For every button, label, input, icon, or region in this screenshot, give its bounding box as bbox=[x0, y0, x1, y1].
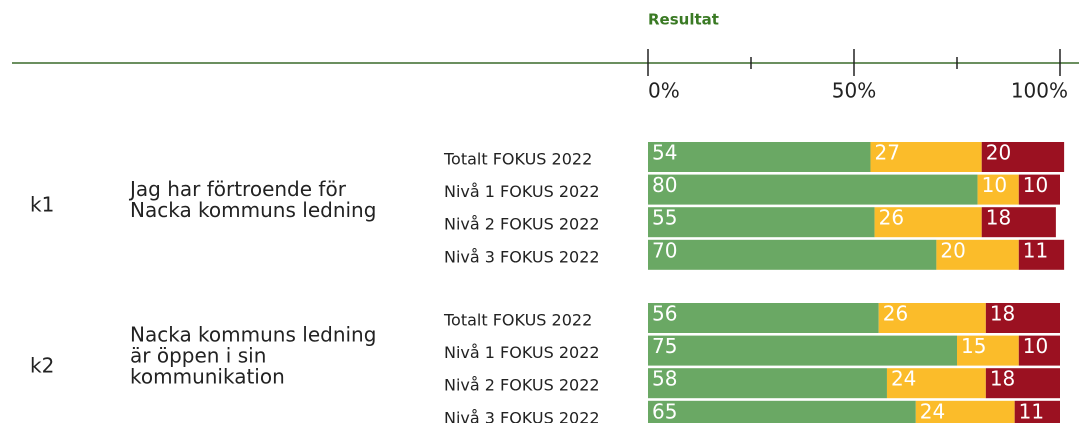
bar-segment bbox=[648, 400, 916, 423]
bar-segment bbox=[648, 335, 957, 366]
row-label: Totalt FOKUS 2022 bbox=[443, 311, 592, 330]
row-label: Nivå 3 FOKUS 2022 bbox=[444, 247, 600, 266]
x-tick-label: 50% bbox=[832, 79, 876, 103]
bar-segment bbox=[985, 368, 1060, 399]
value-label: 10 bbox=[982, 173, 1007, 197]
value-label: 26 bbox=[879, 206, 904, 230]
value-label: 18 bbox=[986, 206, 1011, 230]
value-label: 24 bbox=[920, 399, 945, 423]
value-label: 70 bbox=[652, 238, 677, 262]
row-label: Nivå 2 FOKUS 2022 bbox=[444, 376, 600, 395]
bar-segment bbox=[957, 335, 1019, 366]
bar-segment bbox=[648, 368, 887, 399]
x-tick-label: 100% bbox=[1011, 79, 1068, 103]
row-label: Nivå 3 FOKUS 2022 bbox=[444, 408, 600, 423]
group-code: k1 bbox=[30, 192, 54, 216]
value-label: 10 bbox=[1023, 173, 1048, 197]
value-label: 10 bbox=[1023, 334, 1048, 358]
question-line: är öppen i sin bbox=[130, 343, 266, 367]
bar-segment bbox=[981, 207, 1056, 238]
bar-segment bbox=[936, 239, 1019, 270]
bar-segment bbox=[915, 400, 1015, 423]
bar-segment bbox=[648, 174, 978, 205]
bar-segment bbox=[870, 142, 982, 172]
value-label: 55 bbox=[652, 206, 677, 230]
chart-title: Resultat bbox=[648, 11, 719, 29]
value-label: 18 bbox=[990, 302, 1015, 326]
bar-segment bbox=[648, 303, 879, 333]
value-label: 54 bbox=[652, 141, 677, 165]
bar-segment bbox=[985, 303, 1060, 333]
value-label: 75 bbox=[652, 334, 677, 358]
value-label: 20 bbox=[986, 141, 1011, 165]
value-label: 24 bbox=[891, 367, 916, 391]
group-code: k2 bbox=[30, 353, 54, 377]
value-label: 11 bbox=[1019, 399, 1044, 423]
bar-segment bbox=[1018, 239, 1065, 270]
bar-segment bbox=[648, 239, 937, 270]
value-label: 65 bbox=[652, 399, 677, 423]
question-line: Jag har förtroende för bbox=[128, 177, 347, 201]
value-label: 11 bbox=[1023, 238, 1048, 262]
value-label: 80 bbox=[652, 173, 677, 197]
value-label: 15 bbox=[961, 334, 986, 358]
question-line: Nacka kommuns ledning bbox=[130, 322, 376, 346]
question-line: Nacka kommuns ledning bbox=[130, 198, 376, 222]
value-label: 18 bbox=[990, 367, 1015, 391]
value-label: 58 bbox=[652, 367, 677, 391]
row-label: Nivå 1 FOKUS 2022 bbox=[444, 343, 600, 362]
bar-segment bbox=[878, 303, 986, 333]
row-label: Nivå 2 FOKUS 2022 bbox=[444, 215, 600, 234]
bar-segment bbox=[977, 174, 1019, 205]
value-label: 20 bbox=[940, 238, 965, 262]
value-label: 56 bbox=[652, 302, 677, 326]
bar-segment bbox=[981, 142, 1065, 172]
row-label: Nivå 1 FOKUS 2022 bbox=[444, 182, 600, 201]
bar-segment bbox=[648, 142, 871, 172]
bar-segment bbox=[1014, 400, 1060, 423]
question-line: kommunikation bbox=[130, 364, 285, 388]
bar-segment bbox=[1018, 335, 1060, 366]
x-tick-label: 0% bbox=[648, 79, 680, 103]
bar-segment bbox=[874, 207, 982, 238]
bar-segment bbox=[648, 207, 875, 238]
row-label: Totalt FOKUS 2022 bbox=[443, 150, 592, 169]
value-label: 26 bbox=[883, 302, 908, 326]
bar-segment bbox=[1018, 174, 1060, 205]
bar-segment bbox=[886, 368, 986, 399]
value-label: 27 bbox=[874, 141, 899, 165]
